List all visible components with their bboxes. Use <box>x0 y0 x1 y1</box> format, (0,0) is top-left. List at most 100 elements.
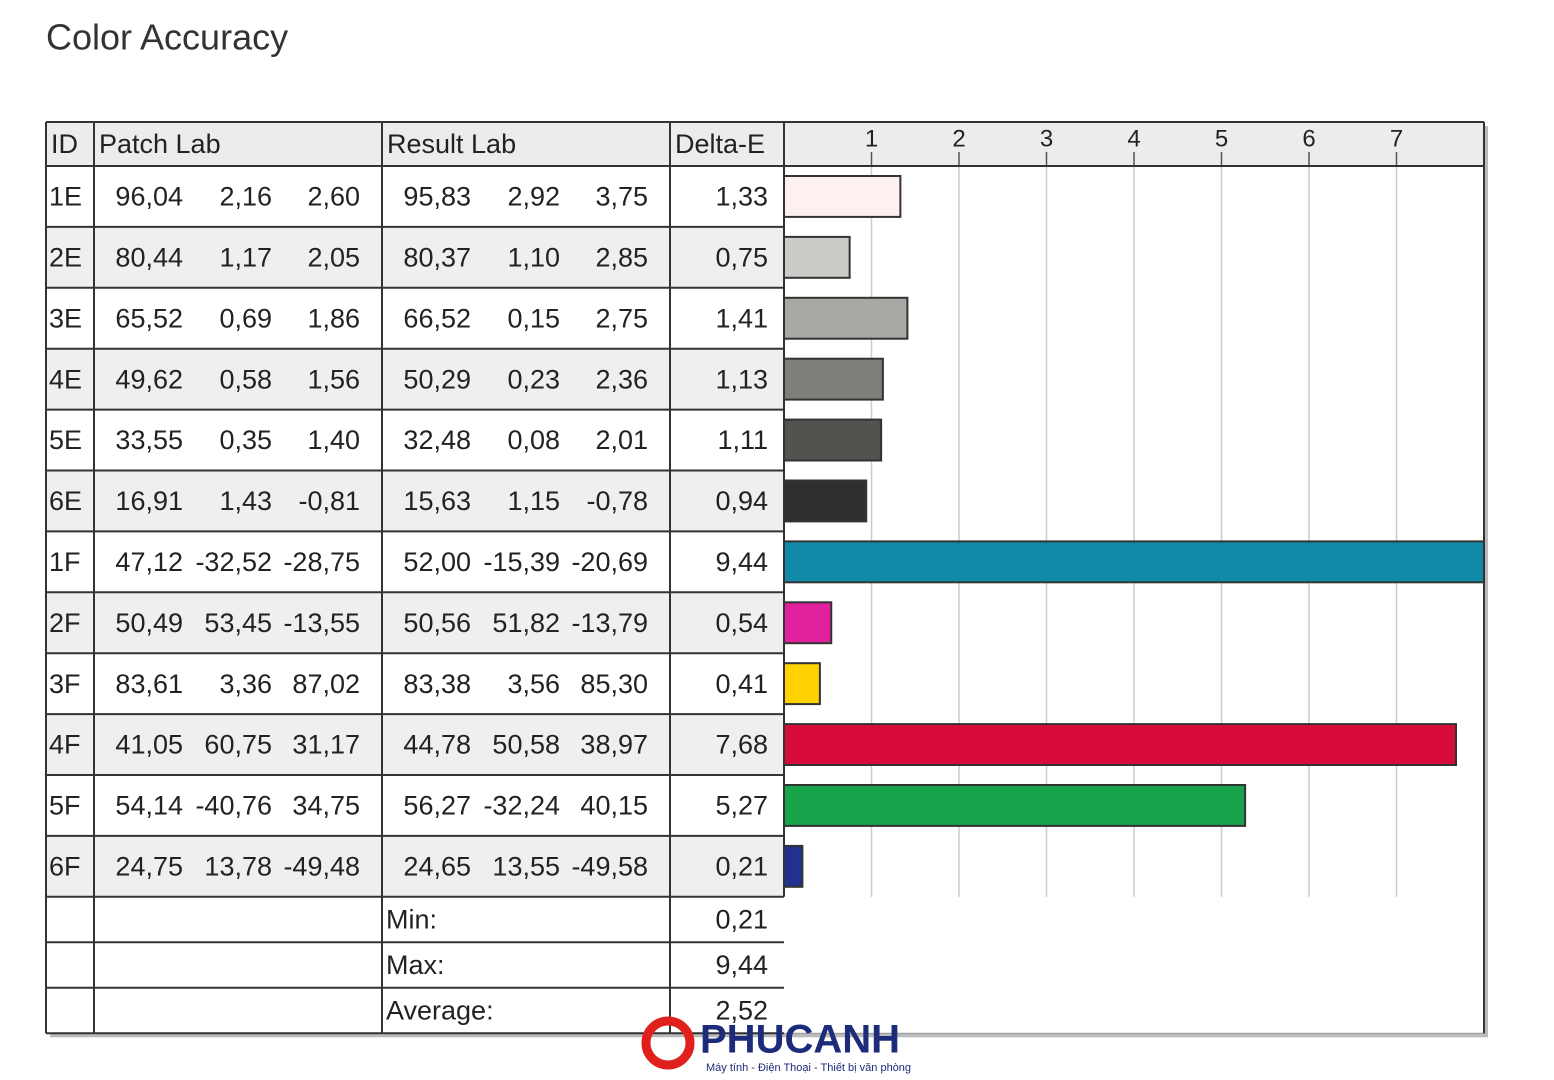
bar <box>784 175 902 218</box>
result-lab-cell: 2,01 <box>595 425 648 455</box>
id-cell: 4F <box>49 730 81 760</box>
patch-lab-cell: 60,75 <box>204 730 272 760</box>
patch-lab-cell: 54,14 <box>115 791 183 821</box>
result-lab-cell: 0,15 <box>507 303 560 333</box>
delta-e-cell: 9,44 <box>715 547 768 577</box>
bar <box>784 844 804 888</box>
patch-lab-cell: 1,43 <box>219 486 272 516</box>
result-lab-cell: -32,24 <box>483 791 560 821</box>
result-lab-cell: 66,52 <box>403 303 471 333</box>
patch-lab-cell: -28,75 <box>283 547 360 577</box>
result-lab-cell: -15,39 <box>483 547 560 577</box>
result-lab-cell: 3,75 <box>595 182 648 212</box>
result-lab-cell: 2,75 <box>595 303 648 333</box>
result-lab-cell: 15,63 <box>403 486 471 516</box>
delta-e-cell: 0,75 <box>715 242 768 272</box>
result-lab-cell: 95,83 <box>403 182 471 212</box>
patch-lab-cell: -13,55 <box>283 608 360 638</box>
patch-lab-cell: 16,91 <box>115 486 183 516</box>
result-lab-cell: 1,15 <box>507 486 560 516</box>
result-lab-cell: 0,23 <box>507 364 560 394</box>
patch-lab-cell: 1,40 <box>307 425 360 455</box>
patch-lab-cell: 1,56 <box>307 364 360 394</box>
result-lab-cell: -0,78 <box>586 486 648 516</box>
result-lab-cell: 50,56 <box>403 608 471 638</box>
id-cell: 6E <box>49 486 82 516</box>
result-lab-cell: 40,15 <box>580 791 648 821</box>
id-cell: 1F <box>49 547 81 577</box>
id-cell: 2F <box>49 608 81 638</box>
patch-lab-cell: 50,49 <box>115 608 183 638</box>
patch-lab-cell: 34,75 <box>292 791 360 821</box>
bar <box>784 479 868 523</box>
row-bg <box>46 835 784 897</box>
row-bg <box>46 714 784 775</box>
patch-lab-cell: 1,86 <box>307 303 360 333</box>
patch-lab-cell: 0,35 <box>219 425 272 455</box>
result-lab-cell: 52,00 <box>403 547 471 577</box>
patch-lab-cell: -49,48 <box>283 851 360 881</box>
patch-lab-cell: 65,52 <box>115 303 183 333</box>
header-cell: Result Lab <box>387 129 516 159</box>
delta-e-cell: 7,68 <box>715 730 768 760</box>
x-tick-label: 1 <box>865 125 878 152</box>
result-lab-cell: 44,78 <box>403 730 471 760</box>
id-cell: 3E <box>49 303 82 333</box>
delta-e-cell: 1,33 <box>715 182 768 212</box>
tagline: Máy tính - Điện Thoại - Thiết bị văn phò… <box>706 1062 911 1074</box>
result-lab-cell: 80,37 <box>403 242 471 272</box>
delta-e-cell: 1,11 <box>717 425 768 455</box>
patch-lab-cell: 2,05 <box>307 242 360 272</box>
row-bg <box>46 348 784 410</box>
summary-value: 0,21 <box>715 905 768 935</box>
bar <box>784 784 1247 827</box>
row-bg <box>46 470 784 532</box>
result-lab-cell: 3,56 <box>507 669 560 699</box>
patch-lab-cell: -0,81 <box>298 486 360 516</box>
bar <box>784 357 884 401</box>
bar <box>784 723 1457 766</box>
delta-e-cell: 1,13 <box>715 364 768 394</box>
header-bg <box>46 122 1484 166</box>
delta-e-cell: 0,54 <box>715 608 768 638</box>
patch-lab-cell: -40,76 <box>195 791 272 821</box>
delta-e-cell: 0,94 <box>715 486 768 516</box>
summary-label: Min: <box>386 905 437 935</box>
patch-lab-cell: 24,75 <box>115 851 183 881</box>
patch-lab-cell: -32,52 <box>195 547 272 577</box>
bar <box>784 540 1484 584</box>
patch-lab-cell: 53,45 <box>204 608 272 638</box>
result-lab-cell: 85,30 <box>580 669 648 699</box>
summary-value: 9,44 <box>715 950 768 980</box>
result-lab-cell: 24,65 <box>403 851 471 881</box>
result-lab-cell: 13,55 <box>492 851 560 881</box>
x-tick-label: 3 <box>1040 125 1053 152</box>
bar <box>784 296 909 340</box>
patch-lab-cell: 47,12 <box>115 547 183 577</box>
patch-lab-cell: 87,02 <box>292 669 360 699</box>
header-cell: Patch Lab <box>99 129 221 159</box>
brand: PHUCANH <box>700 1018 900 1062</box>
patch-lab-cell: 80,44 <box>115 242 183 272</box>
delta-e-cell: 0,41 <box>715 669 768 699</box>
row-bg <box>46 226 784 288</box>
patch-lab-cell: 41,05 <box>115 730 183 760</box>
result-lab-cell: 56,27 <box>403 791 471 821</box>
delta-e-cell: 5,27 <box>715 791 768 821</box>
id-cell: 5F <box>49 791 81 821</box>
result-lab-cell: 0,08 <box>507 425 560 455</box>
result-lab-cell: 2,85 <box>595 242 648 272</box>
result-lab-cell: 2,36 <box>595 364 648 394</box>
result-lab-cell: 38,97 <box>580 730 648 760</box>
result-lab-cell: 32,48 <box>403 425 471 455</box>
bars <box>784 175 1484 888</box>
result-lab-cell: -20,69 <box>571 547 648 577</box>
header-cell: Delta-E <box>675 129 765 159</box>
x-tick-label: 6 <box>1302 125 1315 152</box>
x-tick-label: 4 <box>1127 125 1140 152</box>
summary-value: 2,52 <box>715 996 768 1026</box>
bar <box>784 418 883 462</box>
result-lab-cell: 2,92 <box>507 182 560 212</box>
patch-lab-cell: 13,78 <box>204 851 272 881</box>
